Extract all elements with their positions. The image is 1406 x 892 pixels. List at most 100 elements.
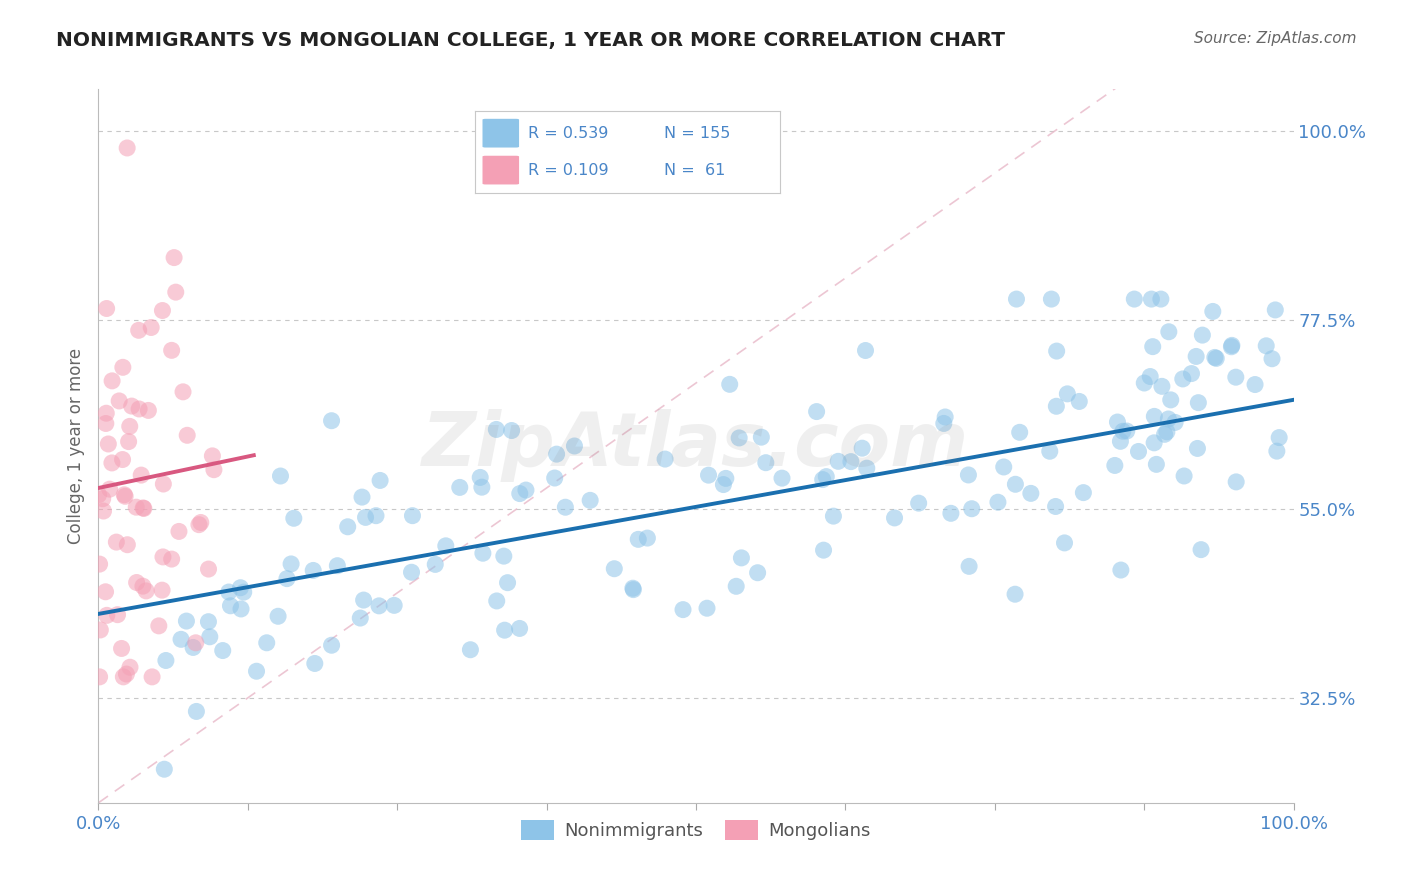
Point <box>1191 328 1213 343</box>
Point <box>728 431 751 445</box>
Point <box>170 632 193 647</box>
Point <box>202 463 225 477</box>
Point <box>125 575 148 590</box>
Point <box>232 585 254 599</box>
Point <box>1185 350 1208 364</box>
Point <box>1133 376 1156 390</box>
Point <box>621 582 644 597</box>
Text: Source: ZipAtlas.com: Source: ZipAtlas.com <box>1194 31 1357 46</box>
Point <box>401 508 423 523</box>
Point <box>141 320 163 334</box>
Point <box>1004 477 1026 491</box>
Point <box>811 473 834 487</box>
Point <box>229 581 252 595</box>
Point <box>152 303 174 318</box>
Point <box>449 480 471 494</box>
Point <box>932 417 955 431</box>
Point <box>751 430 773 444</box>
Point <box>1112 424 1135 438</box>
Point <box>326 558 349 573</box>
Point <box>725 579 748 593</box>
Point <box>434 539 457 553</box>
Point <box>321 638 343 652</box>
Point <box>515 483 537 497</box>
Point <box>1220 340 1243 354</box>
Point <box>1104 458 1126 473</box>
Point <box>1173 469 1195 483</box>
Point <box>1256 339 1278 353</box>
Point <box>1109 434 1132 449</box>
Point <box>425 558 447 572</box>
Point <box>1123 292 1146 306</box>
Point <box>827 454 849 468</box>
Point <box>91 491 114 506</box>
Point <box>114 489 136 503</box>
Point <box>115 667 138 681</box>
Point <box>471 480 494 494</box>
Point <box>1150 292 1173 306</box>
Point <box>368 474 391 488</box>
Point <box>276 572 298 586</box>
Point <box>1019 486 1042 500</box>
Point <box>1202 304 1225 318</box>
Point <box>138 403 160 417</box>
Point <box>218 585 240 599</box>
Point <box>110 641 132 656</box>
Point <box>280 557 302 571</box>
Point <box>509 486 531 500</box>
Point <box>470 470 492 484</box>
Point <box>544 471 567 485</box>
Point <box>1157 412 1180 426</box>
Point <box>1053 536 1076 550</box>
Point <box>696 601 718 615</box>
Point <box>94 417 117 431</box>
Point <box>108 393 131 408</box>
Point <box>1171 372 1194 386</box>
Point <box>98 482 121 496</box>
Point <box>554 500 576 515</box>
Point <box>957 467 980 482</box>
Point <box>160 552 183 566</box>
Point <box>1109 563 1132 577</box>
Point <box>1244 377 1267 392</box>
Point <box>603 562 626 576</box>
Point <box>176 428 198 442</box>
Point <box>350 490 373 504</box>
Point <box>883 511 905 525</box>
Point <box>1204 351 1226 365</box>
Point <box>957 559 980 574</box>
Point <box>1164 416 1187 430</box>
Point <box>349 611 371 625</box>
Point <box>851 441 873 455</box>
Point <box>621 581 644 595</box>
Point <box>730 550 752 565</box>
Point <box>89 670 111 684</box>
Point <box>1140 292 1163 306</box>
Point <box>485 422 508 436</box>
Point <box>1143 409 1166 424</box>
Point <box>128 401 150 416</box>
Text: ZipAtlas.com: ZipAtlas.com <box>422 409 970 483</box>
Point <box>1107 415 1129 429</box>
Point <box>181 640 204 655</box>
Point <box>1225 475 1247 489</box>
Point <box>697 468 720 483</box>
Point <box>1128 444 1150 458</box>
Point <box>1143 435 1166 450</box>
Point <box>907 496 929 510</box>
Point <box>148 619 170 633</box>
Point <box>855 461 877 475</box>
Point <box>107 607 129 622</box>
Point <box>382 599 405 613</box>
Point <box>283 511 305 525</box>
Point <box>117 538 139 552</box>
Point <box>112 488 135 502</box>
Point <box>1187 442 1209 456</box>
Point <box>184 636 207 650</box>
Point <box>112 670 135 684</box>
Point <box>501 424 523 438</box>
Point <box>304 657 326 671</box>
Point <box>101 456 124 470</box>
Point <box>1187 395 1209 409</box>
Point <box>1189 542 1212 557</box>
